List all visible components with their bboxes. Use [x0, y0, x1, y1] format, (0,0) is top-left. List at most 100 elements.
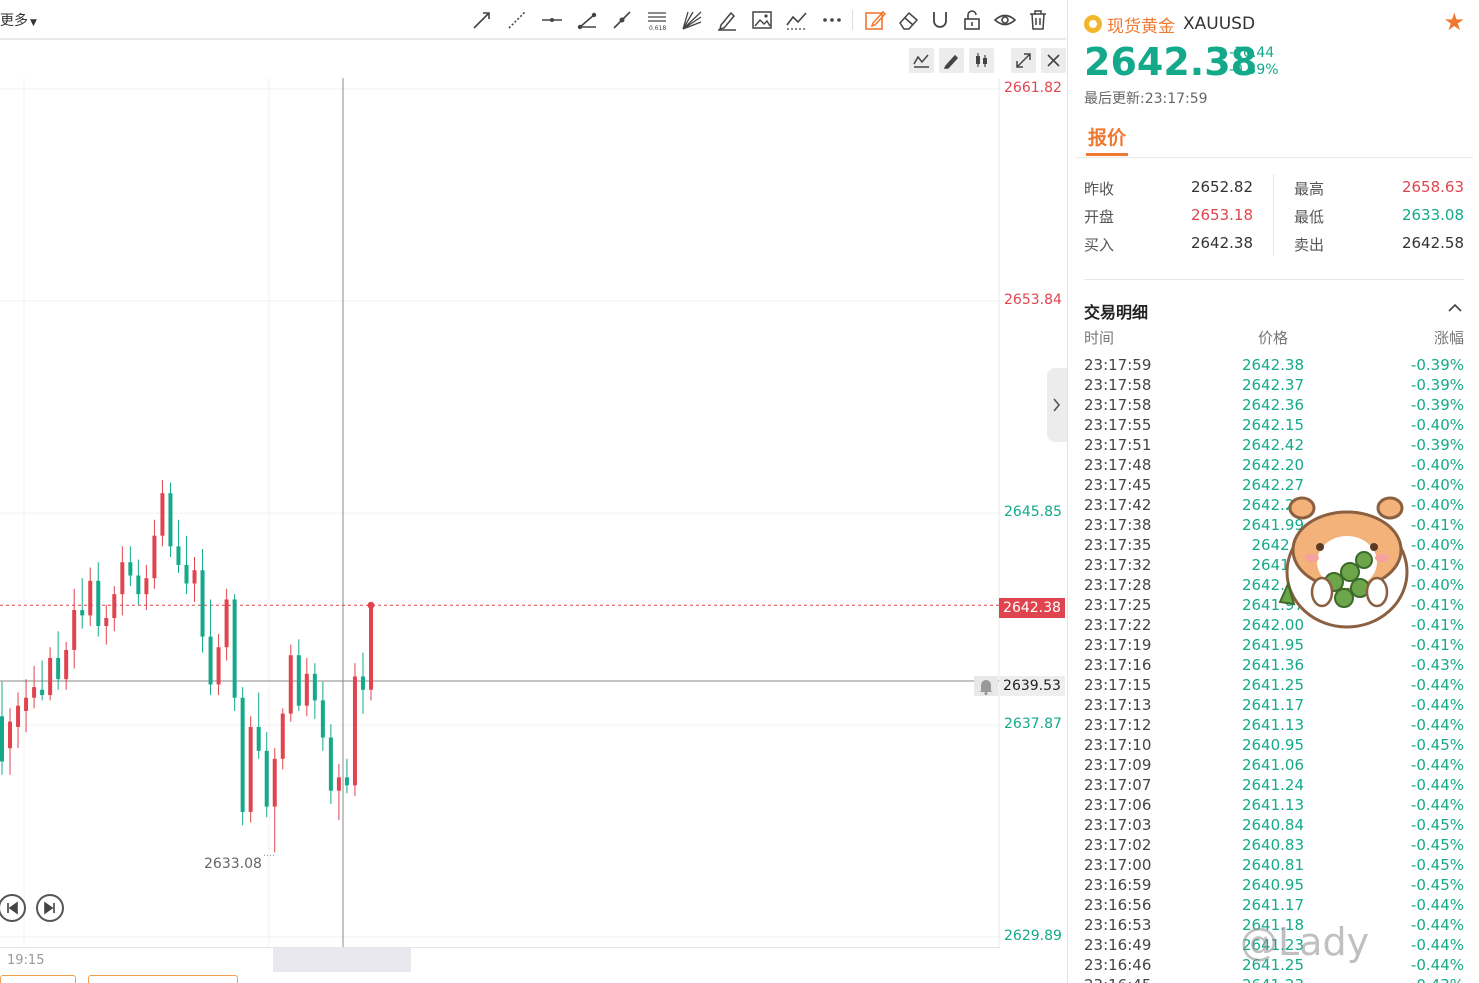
- trade-list[interactable]: 23:17:59 2642.38 -0.39% 23:17:58 2642.37 -0.3…: [1070, 355, 1479, 983]
- trade-change: -0.44%: [1410, 936, 1464, 954]
- trade-time: 23:17:28: [1084, 576, 1152, 594]
- trade-row: 23:17:42 2642.23 -0.40%: [1070, 495, 1479, 515]
- trade-change: -0.41%: [1410, 516, 1464, 534]
- trade-time: 23:17:22: [1084, 616, 1152, 634]
- candle-body: [96, 580, 101, 627]
- indicator-button[interactable]: [909, 48, 934, 73]
- segment-icon[interactable]: [575, 8, 599, 32]
- current-price-tag: 2642.38: [999, 598, 1065, 618]
- image-icon[interactable]: [750, 8, 774, 32]
- magnet-icon[interactable]: [928, 8, 952, 32]
- trade-time: 23:16:53: [1084, 916, 1152, 934]
- arrow-line-icon[interactable]: [610, 8, 634, 32]
- candle-style-button[interactable]: [969, 48, 994, 73]
- trade-change: -0.45%: [1410, 876, 1464, 894]
- trade-time: 23:17:51: [1084, 436, 1152, 454]
- close-chart-button[interactable]: [1041, 48, 1066, 73]
- trade-time: 23:17:09: [1084, 756, 1152, 774]
- note-icon[interactable]: [863, 8, 887, 32]
- trade-price: 2641.17: [1241, 896, 1304, 914]
- trade-price: 2641.13: [1241, 716, 1304, 734]
- candle-body: [56, 657, 61, 680]
- prev-close-label: 昨收: [1084, 180, 1115, 198]
- trade-price: 2641.25: [1241, 676, 1304, 694]
- tab-quote[interactable]: 报价: [1088, 127, 1127, 149]
- candle-body: [320, 700, 325, 738]
- trade-row: 23:17:16 2641.36 -0.43%: [1070, 655, 1479, 675]
- lock-icon[interactable]: [960, 8, 984, 32]
- pencil-icon[interactable]: [715, 8, 739, 32]
- bid-value: 2642.38: [1190, 234, 1253, 252]
- chart-panel: 更多 ▼ 0.618: [0, 0, 1068, 983]
- divider: [1273, 174, 1274, 256]
- more-icon[interactable]: [820, 8, 844, 32]
- trade-time: 23:17:25: [1084, 596, 1152, 614]
- trash-icon[interactable]: [1026, 8, 1050, 32]
- candle-body: [256, 726, 261, 751]
- alert-bell-button[interactable]: [974, 676, 998, 696]
- draw-button[interactable]: [939, 48, 964, 73]
- candle-body: [0, 716, 4, 762]
- trade-price: 2641.24: [1241, 776, 1304, 794]
- chevron-up-icon[interactable]: [1445, 298, 1465, 318]
- trade-time: 23:17:10: [1084, 736, 1152, 754]
- high-label: 最高: [1294, 180, 1325, 198]
- bottom-tab[interactable]: [88, 975, 238, 983]
- fullscreen-button[interactable]: [1011, 48, 1036, 73]
- polyline-icon[interactable]: [785, 8, 809, 32]
- candle-body: [72, 610, 77, 650]
- trade-change: -0.44%: [1410, 796, 1464, 814]
- scroll-start-button[interactable]: [0, 894, 26, 922]
- eye-icon[interactable]: [993, 8, 1017, 32]
- trade-time: 23:17:35: [1084, 536, 1152, 554]
- ask-value: 2642.58: [1401, 234, 1464, 252]
- trade-price: 2642.38: [1241, 356, 1304, 374]
- time-tick-label: 19:15: [7, 953, 45, 968]
- dashed-line-icon[interactable]: [505, 8, 529, 32]
- scroll-end-button[interactable]: [36, 894, 64, 922]
- panel-toggle[interactable]: [1047, 368, 1067, 442]
- candle-body: [24, 697, 29, 711]
- candle-body: [64, 649, 69, 680]
- trade-change: -0.40%: [1410, 456, 1464, 474]
- trade-change: -0.43%: [1411, 975, 1464, 983]
- trade-change: -0.44%: [1410, 696, 1464, 714]
- trade-row: 23:17:45 2642.27 -0.40%: [1070, 475, 1479, 495]
- skip-forward-icon: [44, 901, 55, 915]
- candle-body: [200, 570, 205, 637]
- fan-icon[interactable]: [680, 8, 704, 32]
- symbol-code: XAUUSD: [1183, 14, 1256, 34]
- dropdown-caret-icon: ▼: [30, 18, 37, 28]
- trade-change: -0.43%: [1410, 656, 1464, 674]
- trade-row: 23:17:55 2642.15 -0.40%: [1070, 415, 1479, 435]
- eraser-icon[interactable]: [896, 8, 920, 32]
- trade-time: 23:17:38: [1084, 516, 1152, 534]
- candle-body: [128, 562, 133, 576]
- active-tab-indicator: [1086, 153, 1128, 156]
- fibonacci-icon[interactable]: 0.618: [645, 8, 669, 32]
- symbol-name[interactable]: 现货黄金: [1107, 16, 1175, 37]
- candle-body: [272, 758, 277, 807]
- trade-row: 23:16:45 2641.23 -0.43%: [1070, 975, 1479, 983]
- candlestick-chart[interactable]: [0, 78, 1000, 947]
- star-icon[interactable]: ★: [1443, 8, 1465, 36]
- horizontal-line-icon[interactable]: [540, 8, 564, 32]
- trade-time: 23:16:56: [1084, 896, 1152, 914]
- ray-line-icon[interactable]: [470, 8, 494, 32]
- more-dropdown[interactable]: 更多 ▼: [0, 10, 37, 30]
- last-update-time: 最后更新:23:17:59: [1084, 91, 1208, 107]
- divider: [1084, 279, 1464, 280]
- candle-body: [248, 726, 253, 812]
- trade-price: 2640.95: [1241, 736, 1304, 754]
- trade-price: 2641.18: [1241, 916, 1304, 934]
- drawing-toolbar: 更多 ▼ 0.618: [0, 0, 1066, 40]
- trade-row: 23:17:59 2642.38 -0.39%: [1070, 355, 1479, 375]
- trade-price: 2642.00: [1241, 616, 1304, 634]
- bell-icon: [979, 680, 993, 696]
- bottom-tab[interactable]: [0, 975, 76, 983]
- candle-body: [304, 673, 309, 706]
- session-low-marker: 2633.08: [204, 856, 262, 872]
- trade-time: 23:16:46: [1084, 956, 1152, 974]
- last-price-dot: [367, 601, 375, 609]
- trade-change: -0.44%: [1410, 896, 1464, 914]
